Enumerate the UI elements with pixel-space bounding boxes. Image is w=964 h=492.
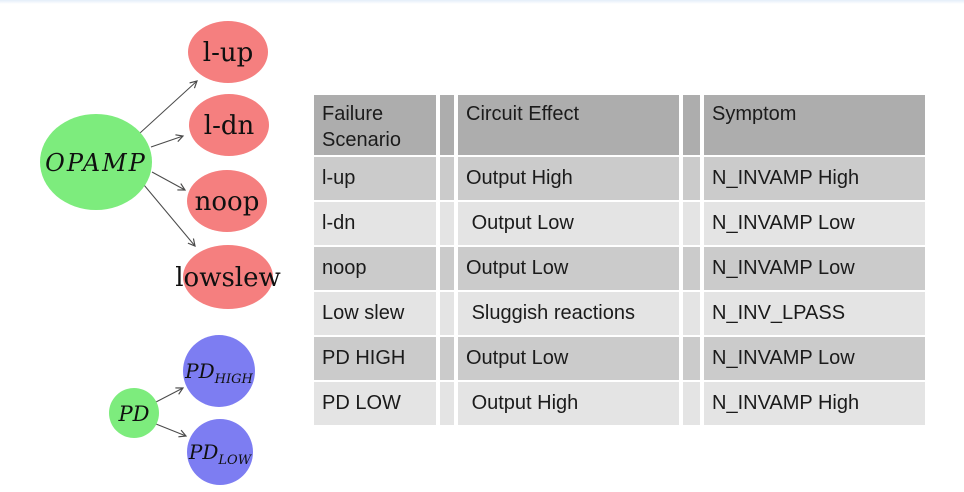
cell-scenario: Low slew bbox=[314, 292, 436, 335]
cell-spacer bbox=[440, 157, 454, 200]
lowslew-node-label: lowslew bbox=[175, 263, 281, 293]
cell-symptom: N_INVAMP Low bbox=[704, 247, 925, 290]
pdhigh-base: PD bbox=[184, 359, 215, 383]
cell-effect: Output Low bbox=[458, 247, 679, 290]
noop-node bbox=[187, 170, 267, 232]
cell-effect: Sluggish reactions bbox=[458, 292, 679, 335]
cell-symptom: N_INV_LPASS bbox=[704, 292, 925, 335]
cell-symptom: N_INVAMP High bbox=[704, 157, 925, 200]
opamp-node-label: OPAMP bbox=[45, 149, 147, 177]
cell-spacer bbox=[683, 337, 700, 380]
pd-node-label: PD bbox=[118, 402, 150, 426]
ldn-node bbox=[189, 94, 269, 156]
pdlow-node bbox=[187, 419, 253, 485]
cell-scenario: noop bbox=[314, 247, 436, 290]
cell-effect: Output High bbox=[458, 157, 679, 200]
pdhigh-node-label: PDHIGH bbox=[184, 359, 253, 387]
arrow-opamp-to-lowslew bbox=[143, 184, 196, 247]
cell-spacer bbox=[683, 382, 700, 425]
noop-node-label: noop bbox=[195, 187, 260, 217]
cell-spacer bbox=[683, 292, 700, 335]
lup-node bbox=[188, 21, 268, 83]
cell-scenario: PD HIGH bbox=[314, 337, 436, 380]
cell-spacer bbox=[683, 202, 700, 245]
pdlow-base: PD bbox=[188, 440, 219, 464]
cell-effect: Output High bbox=[458, 382, 679, 425]
pdlow-subscript: LOW bbox=[217, 453, 252, 468]
cell-symptom: N_INVAMP Low bbox=[704, 337, 925, 380]
cell-spacer bbox=[440, 202, 454, 245]
pdhigh-node bbox=[183, 335, 255, 407]
cell-spacer bbox=[440, 292, 454, 335]
cell-spacer bbox=[440, 247, 454, 290]
cell-effect: Output Low bbox=[458, 337, 679, 380]
header-spacer-2 bbox=[683, 95, 700, 155]
cell-spacer bbox=[440, 337, 454, 380]
cell-spacer bbox=[440, 382, 454, 425]
arrow-opamp-to-noop bbox=[151, 171, 187, 191]
cell-scenario: l-up bbox=[314, 157, 436, 200]
opamp-node bbox=[40, 114, 152, 210]
lup-node-label: l-up bbox=[203, 38, 254, 68]
arrow-opamp-to-ldn bbox=[150, 134, 185, 148]
cell-effect: Output Low bbox=[458, 202, 679, 245]
pd-node bbox=[109, 388, 159, 438]
header-spacer-1 bbox=[440, 95, 454, 155]
pdhigh-subscript: HIGH bbox=[214, 372, 254, 387]
cell-spacer bbox=[683, 157, 700, 200]
header-circuit-effect: Circuit Effect bbox=[458, 95, 679, 155]
arrow-opamp-to-lup bbox=[139, 80, 198, 134]
cell-scenario: PD LOW bbox=[314, 382, 436, 425]
lowslew-node bbox=[183, 245, 273, 309]
ldn-node-label: l-dn bbox=[204, 111, 255, 141]
cell-symptom: N_INVAMP Low bbox=[704, 202, 925, 245]
header-failure-scenario: Failure Scenario bbox=[314, 95, 436, 155]
fault-tree-diagram: OPAMP l-up l-dn noop lowslew PD PDHIGH P… bbox=[40, 21, 281, 485]
cell-symptom: N_INVAMP High bbox=[704, 382, 925, 425]
header-symptom: Symptom bbox=[704, 95, 925, 155]
cell-spacer bbox=[683, 247, 700, 290]
pdlow-node-label: PDLOW bbox=[188, 440, 253, 468]
failure-scenario-table: Failure Scenario Circuit Effect Symptom … bbox=[314, 95, 925, 425]
cell-scenario: l-dn bbox=[314, 202, 436, 245]
top-strip bbox=[0, 0, 964, 4]
arrow-pd-to-pdhigh bbox=[155, 387, 185, 403]
arrow-pd-to-pdlow bbox=[155, 423, 188, 438]
